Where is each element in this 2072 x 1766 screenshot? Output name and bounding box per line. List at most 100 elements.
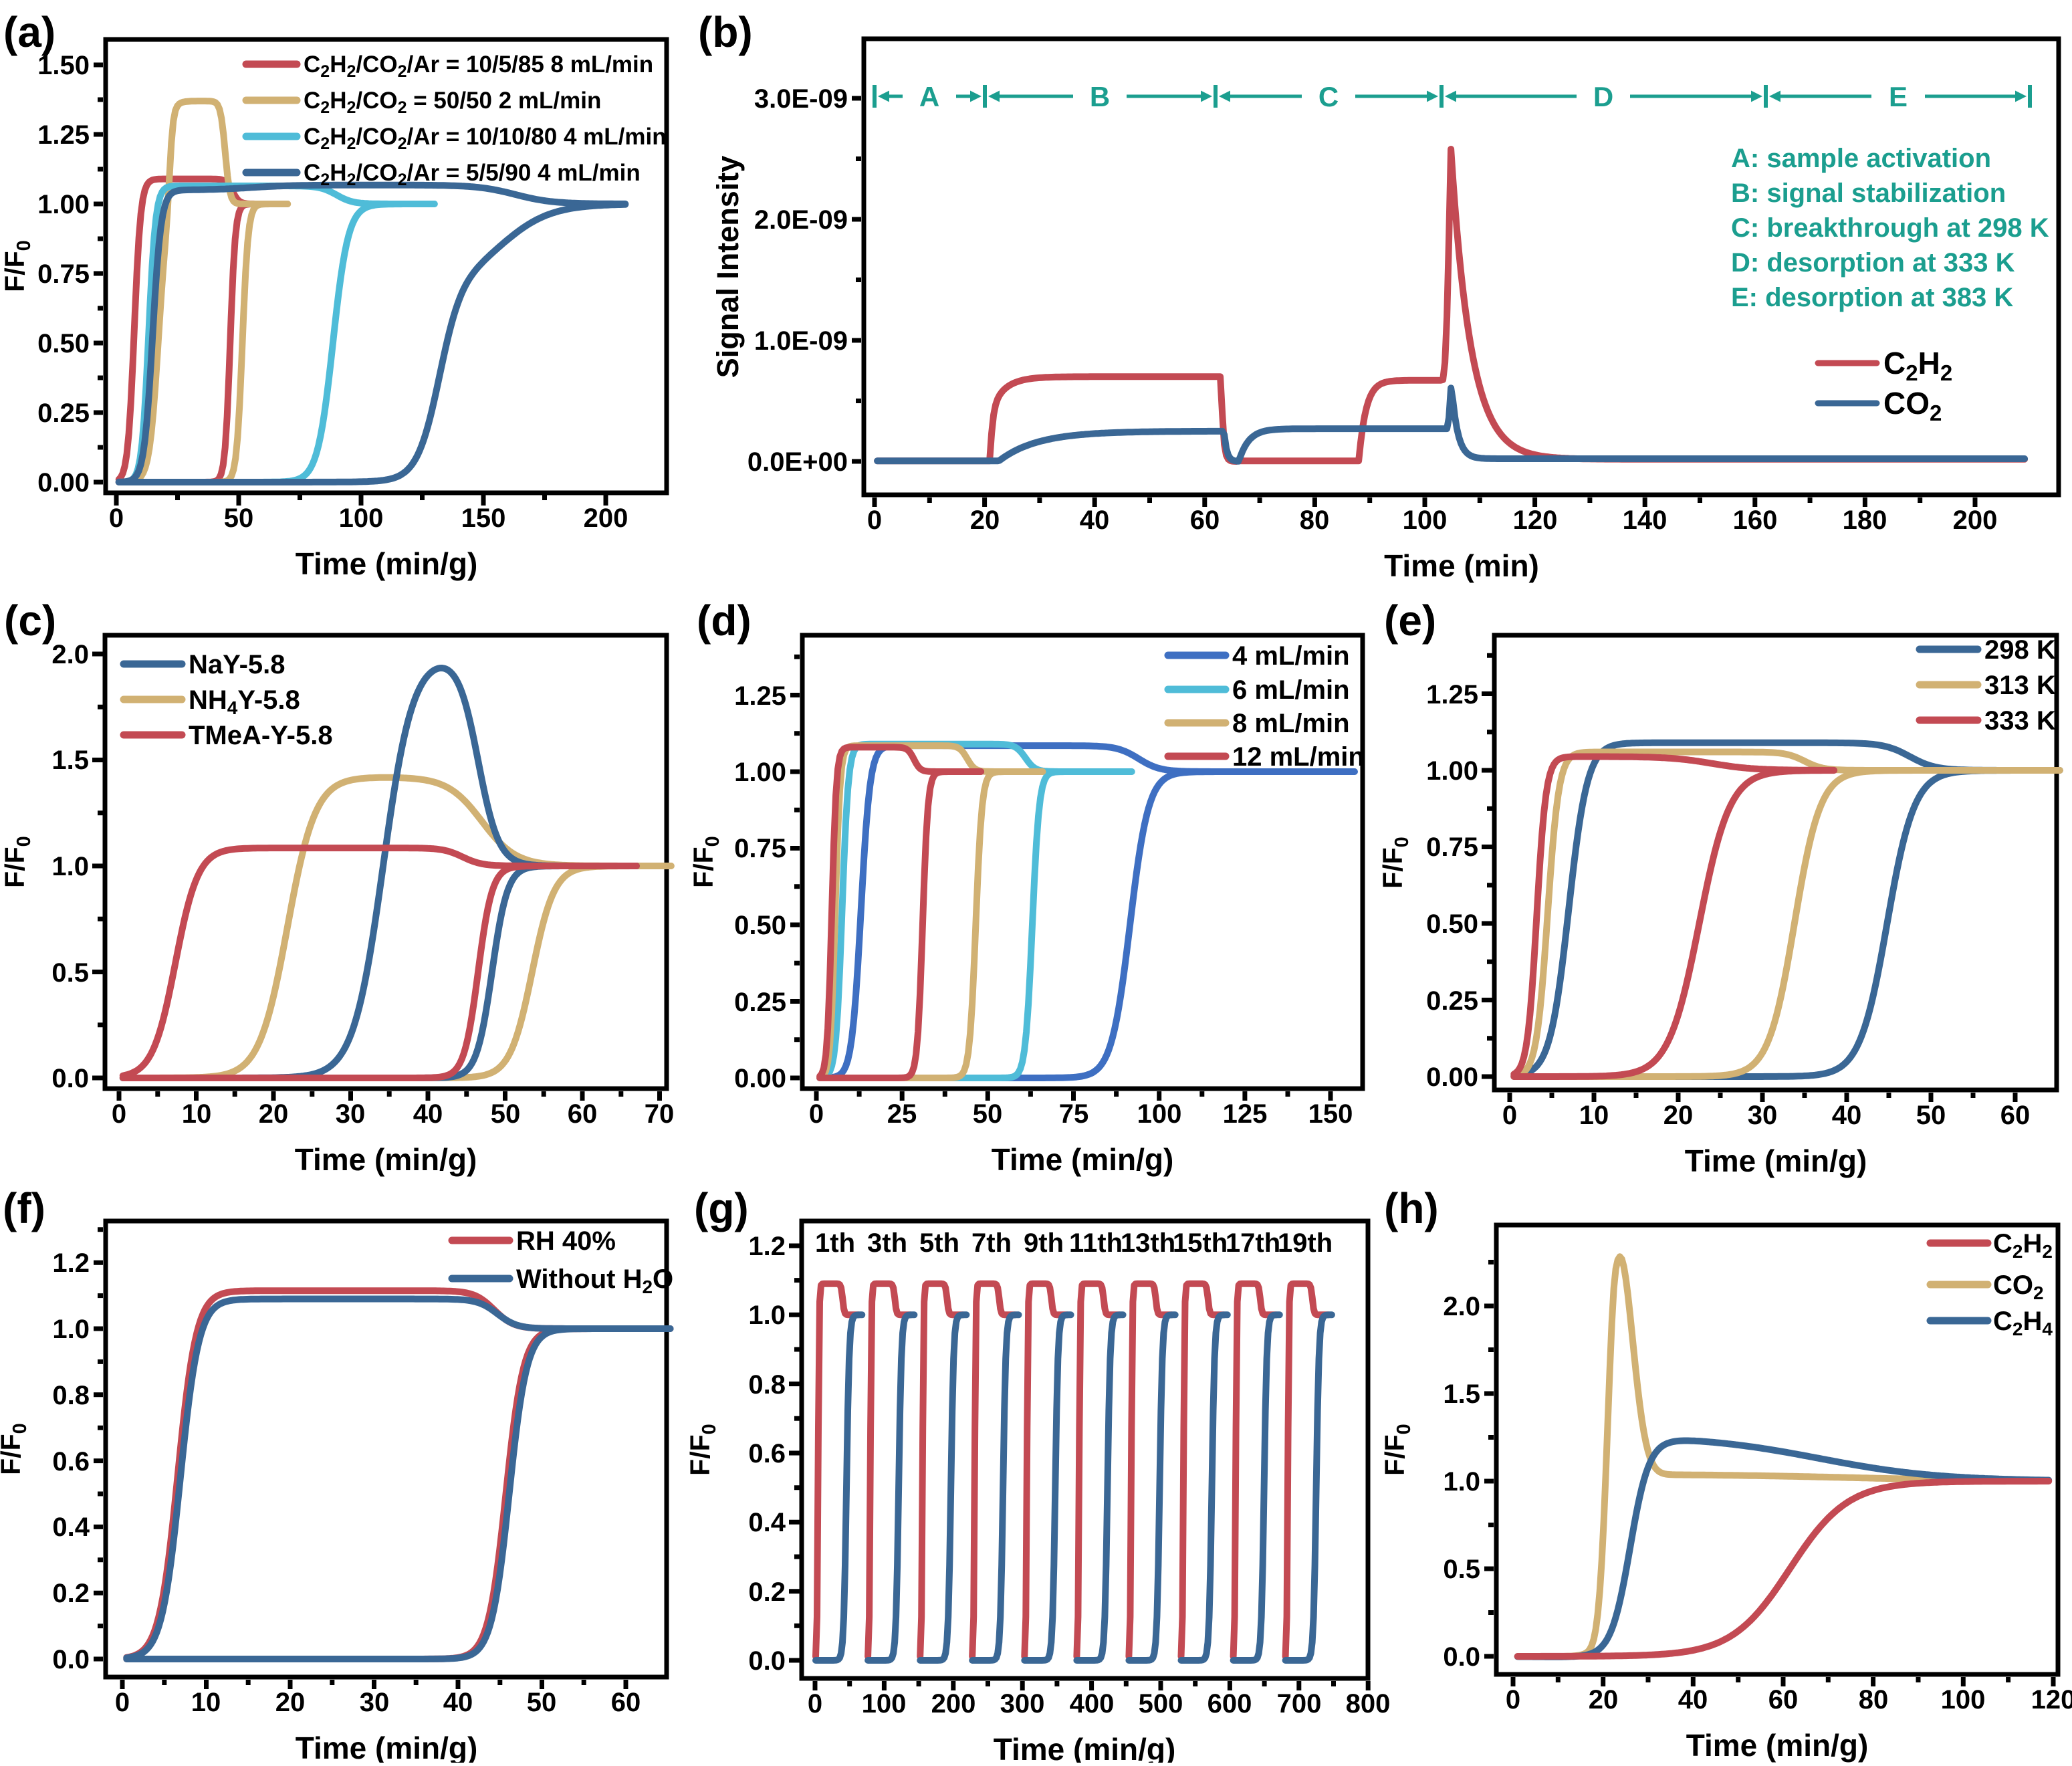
svg-text:1.0: 1.0	[51, 852, 89, 881]
svg-text:NH4​Y-5.8: NH4​Y-5.8	[189, 685, 300, 718]
svg-text:0: 0	[1502, 1101, 1517, 1130]
svg-text:1th: 1th	[815, 1228, 855, 1258]
svg-text:200: 200	[1953, 506, 1998, 535]
svg-text:0.0E+00: 0.0E+00	[747, 447, 848, 477]
svg-text:60: 60	[1768, 1685, 1799, 1715]
svg-text:40: 40	[1832, 1101, 1862, 1130]
svg-text:60: 60	[568, 1099, 598, 1129]
svg-text:C: breakthrough at 298 K: C: breakthrough at 298 K	[1731, 213, 2049, 243]
svg-text:0.50: 0.50	[734, 911, 786, 940]
svg-text:120: 120	[2031, 1685, 2072, 1715]
svg-text:0.6: 0.6	[52, 1447, 90, 1476]
svg-text:150: 150	[1308, 1099, 1353, 1129]
svg-text:TMeA-Y-5.8: TMeA-Y-5.8	[189, 721, 333, 750]
svg-text:0.50: 0.50	[1426, 909, 1478, 939]
svg-text:50: 50	[224, 504, 254, 533]
svg-text:0: 0	[115, 1688, 130, 1717]
svg-text:1.0: 1.0	[1443, 1467, 1480, 1497]
svg-text:40: 40	[1678, 1685, 1708, 1715]
svg-text:A: sample activation: A: sample activation	[1731, 144, 1991, 173]
svg-text:500: 500	[1139, 1689, 1183, 1719]
svg-text:B: signal stabilization: B: signal stabilization	[1731, 179, 2006, 208]
svg-text:12 mL/min: 12 mL/min	[1232, 742, 1365, 772]
svg-text:20: 20	[970, 506, 1000, 535]
svg-text:0: 0	[808, 1689, 822, 1719]
svg-text:F/F0: F/F0	[0, 240, 35, 292]
svg-text:125: 125	[1223, 1099, 1268, 1129]
svg-text:0.8: 0.8	[52, 1381, 90, 1410]
svg-text:Time (min/g): Time (min/g)	[295, 1142, 477, 1177]
svg-text:9th: 9th	[1024, 1228, 1064, 1258]
svg-text:0.5: 0.5	[51, 958, 89, 988]
svg-text:140: 140	[1623, 506, 1667, 535]
svg-text:0.50: 0.50	[37, 329, 90, 358]
svg-text:50: 50	[491, 1099, 521, 1129]
svg-text:75: 75	[1059, 1099, 1089, 1129]
svg-text:10: 10	[191, 1688, 221, 1717]
svg-text:NaY-5.8: NaY-5.8	[189, 650, 285, 679]
svg-text:200: 200	[931, 1689, 976, 1719]
svg-text:Time (min/g): Time (min/g)	[1686, 1728, 1869, 1763]
svg-text:8 mL/min: 8 mL/min	[1232, 709, 1350, 738]
svg-text:3th: 3th	[867, 1228, 907, 1258]
svg-text:D: D	[1593, 81, 1613, 112]
svg-text:1.25: 1.25	[734, 681, 786, 711]
svg-text:1.25: 1.25	[1426, 680, 1478, 709]
svg-text:120: 120	[1513, 506, 1558, 535]
svg-text:C2​H4​: C2​H4​	[1993, 1307, 2053, 1339]
svg-text:20: 20	[275, 1688, 306, 1717]
svg-text:(a): (a)	[3, 8, 55, 56]
svg-text:B: B	[1090, 81, 1110, 112]
svg-text:CO2​: CO2​	[1883, 386, 1942, 425]
svg-text:0: 0	[112, 1099, 126, 1129]
svg-text:400: 400	[1070, 1689, 1115, 1719]
svg-text:C: C	[1318, 81, 1339, 112]
svg-text:F/F0: F/F0	[0, 1423, 31, 1475]
svg-text:(e): (e)	[1384, 596, 1436, 645]
svg-text:30: 30	[360, 1688, 390, 1717]
svg-text:1.5: 1.5	[51, 746, 89, 775]
svg-text:C2​H2​/CO2​/Ar = 10/10/80 4 mL: C2​H2​/CO2​/Ar = 10/10/80 4 mL/min	[304, 124, 667, 153]
svg-text:298 K: 298 K	[1984, 635, 2056, 665]
svg-text:30: 30	[1748, 1101, 1778, 1130]
svg-text:80: 80	[1859, 1685, 1889, 1715]
svg-text:100: 100	[1403, 506, 1448, 535]
svg-text:1.2: 1.2	[52, 1248, 90, 1278]
svg-text:5th: 5th	[919, 1228, 959, 1258]
svg-text:0: 0	[867, 506, 882, 535]
svg-text:0: 0	[109, 504, 124, 533]
svg-text:0.00: 0.00	[1426, 1063, 1478, 1092]
svg-text:50: 50	[973, 1099, 1003, 1129]
svg-text:RH 40%: RH 40%	[516, 1226, 616, 1256]
svg-text:0.25: 0.25	[734, 988, 786, 1017]
svg-text:0.75: 0.75	[37, 259, 90, 289]
svg-text:0: 0	[1506, 1685, 1520, 1715]
svg-text:0.0: 0.0	[748, 1646, 786, 1676]
svg-text:0.2: 0.2	[748, 1577, 786, 1607]
svg-text:1.00: 1.00	[37, 190, 90, 219]
svg-text:17th: 17th	[1226, 1228, 1280, 1258]
svg-text:2.0: 2.0	[51, 640, 89, 669]
svg-text:1.0E-09: 1.0E-09	[754, 326, 848, 356]
svg-text:0.25: 0.25	[37, 399, 90, 428]
svg-text:25: 25	[887, 1099, 917, 1129]
svg-text:1.5: 1.5	[1443, 1379, 1480, 1409]
svg-text:(c): (c)	[4, 596, 56, 645]
svg-text:180: 180	[1843, 506, 1887, 535]
svg-text:0.00: 0.00	[734, 1064, 786, 1093]
svg-text:19th: 19th	[1278, 1228, 1333, 1258]
svg-text:80: 80	[1300, 506, 1330, 535]
svg-text:C2​H2​/CO2​ = 50/50 2 mL/min: C2​H2​/CO2​ = 50/50 2 mL/min	[304, 88, 601, 117]
svg-text:0.8: 0.8	[748, 1370, 786, 1400]
svg-text:1.50: 1.50	[37, 51, 90, 80]
svg-text:20: 20	[259, 1099, 289, 1129]
svg-text:F/F0: F/F0	[688, 836, 723, 888]
svg-text:0: 0	[809, 1099, 824, 1129]
svg-text:50: 50	[527, 1688, 557, 1717]
svg-text:7th: 7th	[971, 1228, 1012, 1258]
svg-text:1.2: 1.2	[748, 1232, 786, 1261]
svg-text:0.2: 0.2	[52, 1579, 90, 1608]
svg-text:3.0E-09: 3.0E-09	[754, 84, 848, 114]
svg-text:150: 150	[461, 504, 506, 533]
svg-text:Signal Intensity: Signal Intensity	[711, 156, 745, 378]
